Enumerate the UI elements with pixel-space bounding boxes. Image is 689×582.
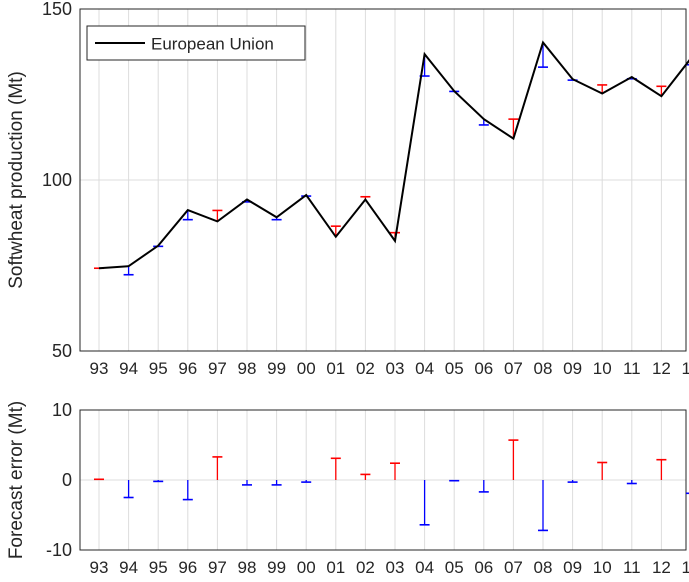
forecast-error-bar: [212, 456, 223, 480]
forecast-error-bar: [123, 480, 134, 499]
production-y-tick-label: 50: [52, 341, 72, 361]
forecast-error-y-tick-labels: -10 0 10: [46, 400, 72, 560]
forecast-error-bar: [508, 439, 519, 480]
production-x-tick-label: 12: [652, 359, 671, 378]
forecast-error-x-tick-label: 93: [90, 558, 109, 577]
forecast-error-x-tick-label: 11: [623, 558, 641, 577]
production-x-tick-label: 94: [119, 359, 138, 378]
production-x-tick-label: 09: [563, 359, 582, 378]
production-x-tick-label: 11: [623, 359, 641, 378]
production-grid: [80, 8, 686, 352]
production-x-tick-label: 93: [90, 359, 109, 378]
production-x-tick-label: 05: [445, 359, 464, 378]
forecast-error-axes-frame: [79, 409, 687, 551]
forecast-error-bar: [360, 473, 371, 480]
forecast-error-x-tick-label: 96: [178, 558, 197, 577]
forecast-marker: [686, 63, 689, 66]
forecast-error-axes-box: [79, 409, 687, 551]
forecast-error-y-tick-label: -10: [46, 540, 72, 560]
production-x-tick-label: 08: [534, 359, 553, 378]
forecast-marker: [330, 225, 341, 237]
forecast-error-bar: [538, 480, 548, 532]
forecast-error-x-tick-label: 97: [208, 558, 227, 577]
forecast-error-x-tick-label: 09: [563, 558, 582, 577]
production-chart: 93 94 95 96 97 98 99 00 01 02 03 04 05 06 07 08 09 10 11 12…: [6, 0, 689, 378]
forecast-error-bar: [626, 480, 637, 485]
production-x-tick-label: 03: [386, 359, 405, 378]
forecast-error-x-tick-label: 94: [119, 558, 138, 577]
forecast-error-bar: [301, 480, 312, 483]
forecast-error-x-tick-label: 13: [682, 558, 689, 577]
forecast-error-bar: [330, 457, 341, 480]
forecast-error-y-tick-label: 10: [52, 400, 72, 420]
production-y-tick-label: 150: [42, 0, 72, 19]
forecast-error-x-tick-label: 99: [267, 558, 286, 577]
forecast-error-bar: [242, 480, 252, 486]
production-x-tick-label: 97: [208, 359, 227, 378]
forecast-error-x-tick-label: 03: [386, 558, 405, 577]
forecast-error-x-tick-labels: 93 94 95 96 97 98 99 00 01 02 03 04 05 06 07 08 09 10 11 12…: [90, 558, 689, 577]
production-x-tick-label: 10: [593, 359, 612, 378]
forecast-marker: [212, 209, 223, 222]
production-x-tick-label: 96: [178, 359, 197, 378]
forecast-marker: [182, 210, 193, 221]
forecast-error-chart: 93 94 95 96 97 98 99 00 01 02 03 04 05 06 07 08 09 10 11 12…: [6, 400, 689, 577]
forecast-error-x-tick-label: 08: [534, 558, 553, 577]
forecast-error-x-tick-label: 04: [415, 558, 434, 577]
production-y-axis-label: Softwheat production (Mt): [6, 71, 27, 289]
forecast-error-x-tick-label: 10: [593, 558, 612, 577]
forecast-error-bar: [597, 461, 608, 480]
legend: European Union: [86, 25, 306, 61]
production-x-tick-label: 01: [326, 359, 345, 378]
forecast-error-x-tick-label: 07: [504, 558, 523, 577]
forecast-error-y-tick-label: 0: [62, 470, 72, 490]
production-x-tick-label: 99: [267, 359, 286, 378]
forecast-error-x-tick-label: 00: [297, 558, 316, 577]
production-x-tick-label: 02: [356, 359, 375, 378]
series-line-european-union: [98, 40, 689, 270]
production-x-tick-label: 00: [297, 359, 316, 378]
forecast-error-x-tick-label: 02: [356, 558, 375, 577]
forecast-error-bars: [94, 439, 689, 532]
forecast-marker: [656, 85, 667, 97]
forecast-error-bar: [271, 480, 282, 486]
forecast-error-bar: [656, 458, 667, 480]
production-y-tick-labels: 50 100 150: [42, 0, 72, 361]
forecast-error-bar: [567, 480, 578, 483]
forecast-error-x-tick-label: 95: [149, 558, 168, 577]
forecast-error-x-tick-label: 01: [326, 558, 345, 577]
forecast-error-bar: [182, 480, 193, 501]
forecast-marker: [597, 84, 608, 94]
forecast-error-bar: [153, 480, 164, 483]
production-x-tick-label: 98: [238, 359, 257, 378]
production-axes-box: [79, 8, 687, 352]
forecast-error-x-tick-label: 98: [238, 558, 257, 577]
production-y-tick-label: 100: [42, 170, 72, 190]
production-x-tick-label: 06: [474, 359, 493, 378]
production-x-tick-labels: 93 94 95 96 97 98 99 00 01 02 03 04 05 06 07 08 09 10 11 12…: [90, 359, 689, 378]
production-x-tick-label: 95: [149, 359, 168, 378]
forecast-error-y-axis-label: Forecast error (Mt): [6, 401, 27, 559]
forecast-error-bar: [449, 479, 460, 482]
forecast-error-bar: [419, 480, 430, 526]
forecast-marker: [123, 266, 134, 276]
forecast-error-bar: [478, 480, 489, 493]
forecast-error-bar: [686, 492, 689, 495]
forecast-error-bar: [390, 462, 400, 480]
forecast-error-bar: [94, 478, 104, 481]
production-x-tick-label: 07: [504, 359, 523, 378]
production-x-tick-label: 13: [682, 359, 689, 378]
production-axes-frame: [79, 8, 687, 352]
legend-label-european-union: European Union: [151, 35, 274, 54]
forecast-error-x-tick-label: 12: [652, 558, 671, 577]
forecast-marker: [538, 42, 548, 68]
production-x-tick-label: 04: [415, 359, 434, 378]
forecast-error-x-tick-label: 05: [445, 558, 464, 577]
forecast-error-x-tick-label: 06: [474, 558, 493, 577]
